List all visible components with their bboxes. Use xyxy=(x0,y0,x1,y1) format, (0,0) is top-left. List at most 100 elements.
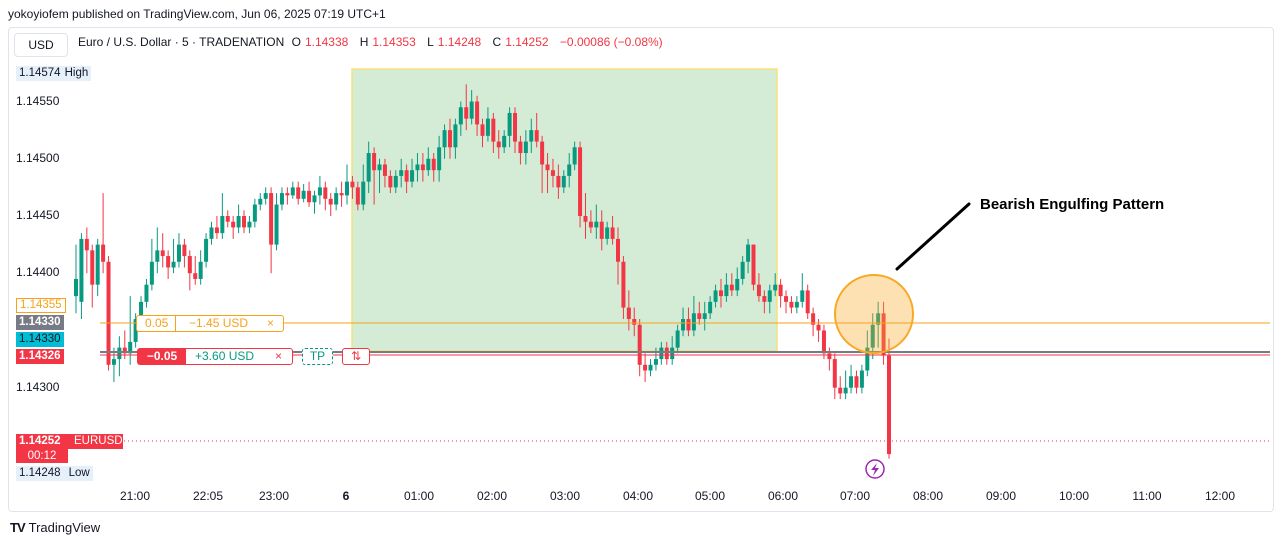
candle-68[interactable] xyxy=(442,124,447,159)
candle-56[interactable] xyxy=(377,158,382,194)
candle-150[interactable] xyxy=(887,338,891,459)
candle-126[interactable] xyxy=(756,273,761,302)
candle-85[interactable] xyxy=(534,112,539,148)
candle-72[interactable] xyxy=(464,84,469,131)
candle-70[interactable] xyxy=(453,118,458,159)
tradingview-logo[interactable]: TV TradingView xyxy=(10,520,100,535)
candle-53[interactable] xyxy=(361,164,366,211)
candle-82[interactable] xyxy=(518,135,523,165)
candle-42[interactable] xyxy=(301,183,306,203)
position-pill[interactable]: −0.05 +3.60 USD × xyxy=(137,348,293,365)
candle-17[interactable] xyxy=(166,250,171,279)
candle-64[interactable] xyxy=(420,153,425,182)
candle-71[interactable] xyxy=(458,101,463,136)
candle-54[interactable] xyxy=(366,141,371,194)
candle-65[interactable] xyxy=(426,147,431,176)
currency-button[interactable]: USD xyxy=(14,33,68,57)
candle-94[interactable] xyxy=(583,193,588,239)
candle-6[interactable] xyxy=(106,256,111,371)
tp-order-close-icon[interactable]: × xyxy=(267,316,275,330)
candle-78[interactable] xyxy=(496,130,501,159)
candle-57[interactable] xyxy=(382,158,387,188)
candle-96[interactable] xyxy=(594,204,599,239)
candle-97[interactable] xyxy=(599,210,604,251)
candle-74[interactable] xyxy=(475,95,480,136)
candle-89[interactable] xyxy=(556,164,561,199)
tp-button[interactable]: TP xyxy=(302,348,333,365)
candle-36[interactable] xyxy=(269,187,274,274)
candle-117[interactable] xyxy=(708,296,713,320)
candle-129[interactable] xyxy=(773,273,778,297)
candle-145[interactable] xyxy=(859,364,864,394)
candle-135[interactable] xyxy=(805,284,810,320)
candle-37[interactable] xyxy=(274,193,279,251)
candle-148[interactable] xyxy=(876,301,881,348)
candle-1[interactable] xyxy=(79,233,84,320)
candle-35[interactable] xyxy=(263,187,268,205)
candle-11[interactable] xyxy=(133,313,138,348)
candle-19[interactable] xyxy=(176,233,181,268)
candle-15[interactable] xyxy=(155,227,160,274)
reverse-position-icon[interactable]: ⇅ xyxy=(342,348,370,365)
candle-103[interactable] xyxy=(632,307,637,337)
candle-102[interactable] xyxy=(626,290,631,331)
candle-26[interactable] xyxy=(214,215,219,239)
candle-95[interactable] xyxy=(588,210,593,234)
highlight-circle[interactable] xyxy=(834,274,914,354)
candle-125[interactable] xyxy=(751,244,756,291)
candle-21[interactable] xyxy=(187,250,192,291)
candle-69[interactable] xyxy=(447,118,452,159)
candle-24[interactable] xyxy=(204,233,209,268)
candle-119[interactable] xyxy=(718,278,723,308)
candle-123[interactable] xyxy=(740,256,745,285)
candle-92[interactable] xyxy=(572,141,577,171)
candle-8[interactable] xyxy=(117,336,122,377)
candle-5[interactable] xyxy=(101,193,106,274)
candle-31[interactable] xyxy=(242,210,247,234)
candle-58[interactable] xyxy=(388,170,393,194)
candle-136[interactable] xyxy=(811,307,816,337)
candle-52[interactable] xyxy=(355,181,360,211)
candle-90[interactable] xyxy=(561,170,566,194)
candle-43[interactable] xyxy=(307,181,312,207)
candle-84[interactable] xyxy=(529,118,534,154)
candle-131[interactable] xyxy=(784,290,789,314)
candle-100[interactable] xyxy=(616,227,620,285)
candle-122[interactable] xyxy=(735,267,740,297)
candle-60[interactable] xyxy=(399,158,404,188)
candle-55[interactable] xyxy=(372,147,377,205)
candle-2[interactable] xyxy=(84,227,89,274)
candle-63[interactable] xyxy=(415,153,420,182)
candle-104[interactable] xyxy=(637,319,642,377)
candle-120[interactable] xyxy=(724,273,729,302)
candle-13[interactable] xyxy=(144,278,149,308)
candle-50[interactable] xyxy=(345,164,349,205)
candle-86[interactable] xyxy=(540,135,545,194)
candle-133[interactable] xyxy=(794,296,799,314)
candle-67[interactable] xyxy=(437,135,442,182)
candle-30[interactable] xyxy=(236,204,241,234)
candle-51[interactable] xyxy=(350,175,355,199)
candle-16[interactable] xyxy=(160,233,165,268)
candle-34[interactable] xyxy=(258,193,263,211)
candle-18[interactable] xyxy=(171,238,176,274)
chart-frame[interactable] xyxy=(8,27,1274,512)
candle-112[interactable] xyxy=(681,307,686,337)
candle-77[interactable] xyxy=(491,112,496,154)
annotation-text[interactable]: Bearish Engulfing Pattern xyxy=(980,196,1165,213)
tp-order-pill[interactable]: 0.05 −1.45 USD × xyxy=(136,315,284,332)
candle-40[interactable] xyxy=(290,181,295,199)
candle-9[interactable] xyxy=(122,330,127,360)
candle-98[interactable] xyxy=(605,221,610,245)
candle-32[interactable] xyxy=(247,215,252,234)
risk-reward-range[interactable] xyxy=(351,68,778,352)
candle-108[interactable] xyxy=(659,341,664,365)
candle-93[interactable] xyxy=(578,141,583,228)
candle-132[interactable] xyxy=(789,296,794,314)
candle-110[interactable] xyxy=(670,336,675,365)
candle-109[interactable] xyxy=(664,341,669,365)
candle-79[interactable] xyxy=(502,130,507,154)
candle-127[interactable] xyxy=(762,290,767,314)
candle-20[interactable] xyxy=(182,238,187,268)
candle-105[interactable] xyxy=(643,353,648,382)
